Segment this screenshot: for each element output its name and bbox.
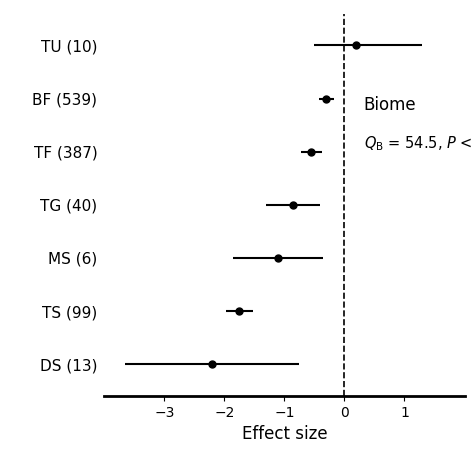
Text: Biome: Biome <box>364 96 416 114</box>
X-axis label: Effect size: Effect size <box>242 425 327 443</box>
Text: $Q_{\mathrm{B}}$ = 54.5, $P$ < 0.00001: $Q_{\mathrm{B}}$ = 54.5, $P$ < 0.00001 <box>364 134 474 153</box>
